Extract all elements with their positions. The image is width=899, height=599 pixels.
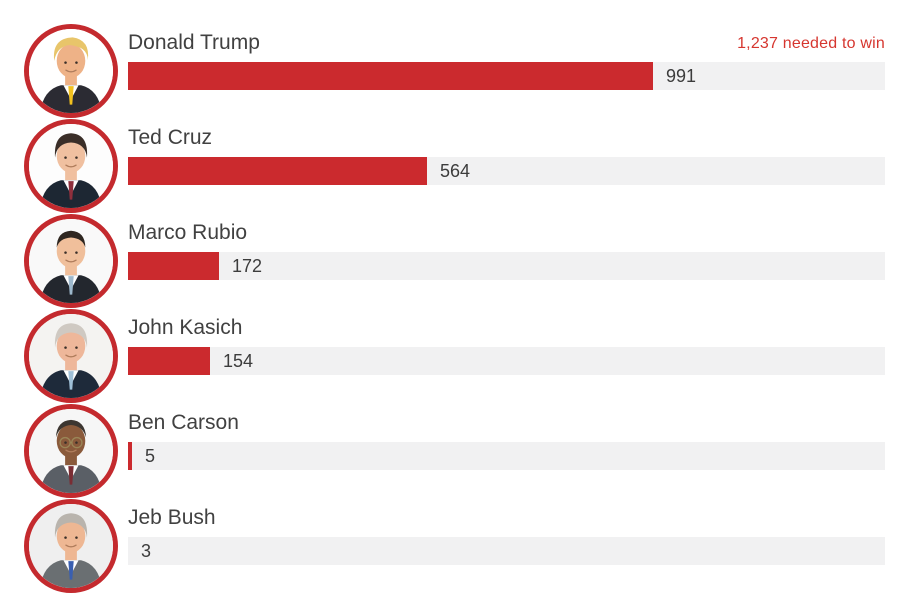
candidate-avatar <box>24 403 118 498</box>
candidate-name: Marco Rubio <box>128 221 248 244</box>
candidate-photo-icon <box>29 28 113 113</box>
delegate-bar-fill <box>128 157 427 185</box>
delegate-bar-track: 3 <box>128 537 885 565</box>
candidate-content: Marco Rubio 172 <box>128 213 885 280</box>
candidate-content: Donald Trump 991 <box>128 23 885 90</box>
delegate-count-label: 991 <box>666 66 697 86</box>
delegate-bar-fill <box>128 252 219 280</box>
candidate-photo-icon <box>29 503 113 588</box>
candidate-name: Ted Cruz <box>128 126 213 149</box>
candidate-content: John Kasich 154 <box>128 308 885 375</box>
candidate-content: Ben Carson 5 <box>128 403 885 470</box>
candidate-name: Donald Trump <box>128 31 260 54</box>
delegate-bar-track: 154 <box>128 347 885 375</box>
candidate-photo-icon <box>29 408 113 493</box>
needed-to-win-label: 1,237 needed to win <box>737 35 885 52</box>
candidate-row: Marco Rubio 172 <box>0 213 899 308</box>
candidate-row: John Kasich 154 <box>0 308 899 403</box>
delegate-bar-fill <box>128 62 653 90</box>
candidate-content: Ted Cruz 564 <box>128 118 885 185</box>
candidate-content: Jeb Bush 3 <box>128 498 885 565</box>
delegate-count-label: 172 <box>232 256 263 276</box>
delegate-count-label: 154 <box>223 351 254 371</box>
delegate-count-label: 3 <box>141 541 152 561</box>
candidate-avatar <box>24 213 118 308</box>
delegate-bar-track: 5 <box>128 442 885 470</box>
candidate-avatar <box>24 498 118 593</box>
glasses-icon <box>59 436 83 448</box>
candidate-name: Ben Carson <box>128 411 239 434</box>
candidate-row: Donald Trump 991 <box>0 23 899 118</box>
delegate-bar-fill <box>128 442 132 470</box>
candidate-photo-icon <box>29 313 113 398</box>
candidate-avatar <box>24 23 118 118</box>
candidate-avatar <box>24 118 118 213</box>
candidate-row: Ted Cruz 564 <box>0 118 899 213</box>
delegate-bar-track: 172 <box>128 252 885 280</box>
candidate-avatar <box>24 308 118 403</box>
delegate-bar-fill <box>128 347 210 375</box>
candidate-photo-icon <box>29 218 113 303</box>
candidate-name: John Kasich <box>128 316 243 339</box>
candidate-photo-icon <box>29 123 113 208</box>
candidate-rows: Donald Trump 991 Ted Cruz 564 Marco Rubi… <box>0 23 899 593</box>
delegate-bar-track: 564 <box>128 157 885 185</box>
delegate-count-label: 564 <box>440 161 471 181</box>
delegate-count-label: 5 <box>145 446 156 466</box>
delegate-bar-track: 991 <box>128 62 885 90</box>
candidate-name: Jeb Bush <box>128 506 216 529</box>
candidate-row: Jeb Bush 3 <box>0 498 899 593</box>
candidate-row: Ben Carson 5 <box>0 403 899 498</box>
